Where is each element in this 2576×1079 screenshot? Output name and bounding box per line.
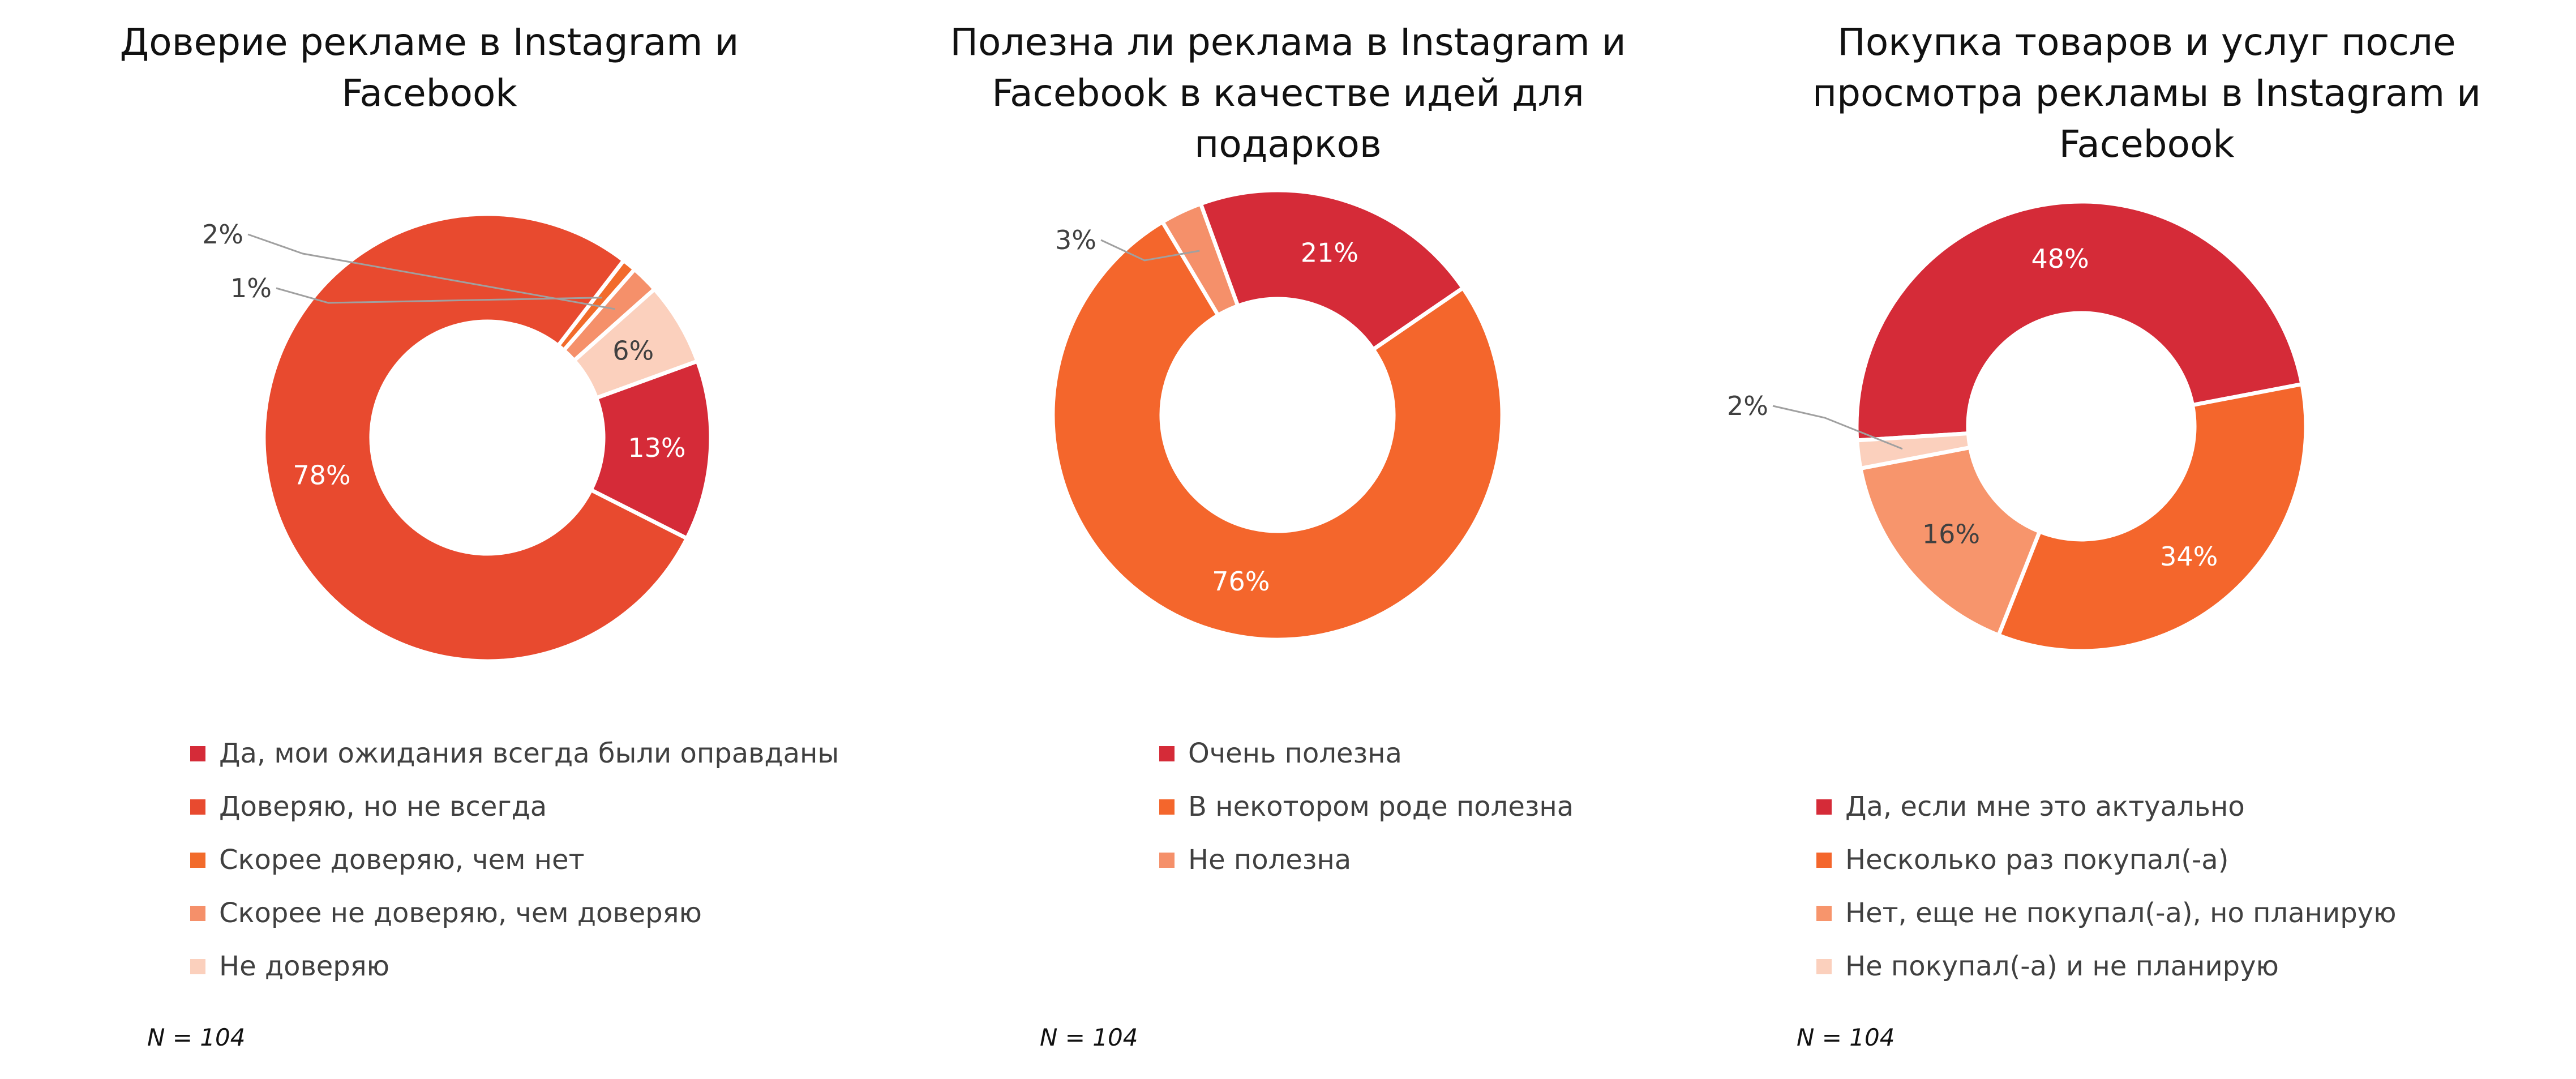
data-label: 2% xyxy=(1727,391,1768,421)
legend-swatch xyxy=(190,799,205,815)
legend-swatch xyxy=(1159,852,1175,868)
donut-slice xyxy=(572,287,700,400)
sample-size-note: N = 104 xyxy=(147,1024,246,1051)
legend-label: Не доверяю xyxy=(219,950,390,982)
chart-title: Покупка товаров и услуг после просмотра … xyxy=(1717,17,2576,170)
donut-slice xyxy=(1854,199,2304,443)
chart-panel-trust: Доверие рекламе в Instagram и Facebook 1… xyxy=(0,0,859,1079)
donut-slice xyxy=(1051,220,1505,642)
chart-title-line: Facebook xyxy=(341,71,517,115)
data-label: 1% xyxy=(230,273,272,303)
chart-legend: Да, мои ожидания всегда были оправданы Д… xyxy=(190,727,839,993)
legend-item: Скорее доверяю, чем нет xyxy=(190,833,839,887)
leader-line xyxy=(247,233,615,310)
donut-slice xyxy=(1858,445,2042,637)
donut-slice xyxy=(1996,382,2308,653)
data-label: 76% xyxy=(1212,566,1270,597)
chart-panel-purchases: Покупка товаров и услуг после просмотра … xyxy=(1717,0,2576,1079)
legend-swatch xyxy=(1816,905,1832,921)
legend-swatch xyxy=(190,958,205,974)
legend-label: Да, мои ожидания всегда были оправданы xyxy=(219,738,839,769)
data-label: 21% xyxy=(1301,237,1358,268)
legend-label: Очень полезна xyxy=(1188,738,1402,769)
donut-slice xyxy=(1198,188,1465,352)
donut-chart: 48% 34% 16% 2% xyxy=(1727,199,2308,653)
chart-title: Доверие рекламе в Instagram и Facebook xyxy=(0,17,859,119)
legend-item: Не полезна xyxy=(1159,833,1574,887)
legend-label: В некотором роде полезна xyxy=(1188,791,1574,823)
legend-swatch xyxy=(1816,852,1832,868)
legend-swatch xyxy=(190,905,205,921)
donut-slice xyxy=(262,212,689,663)
data-label: 3% xyxy=(1055,225,1096,255)
legend-item: Доверяю, но не всегда xyxy=(190,780,839,833)
donut-chart: 21% 76% 3% xyxy=(1051,188,1505,642)
legend-label: Скорее не доверяю, чем доверяю xyxy=(219,897,702,929)
legend-swatch xyxy=(1159,799,1175,815)
data-label: 78% xyxy=(293,460,350,490)
chart-title-line: просмотра рекламы в Instagram и xyxy=(1812,71,2481,115)
legend-label: Скорее доверяю, чем нет xyxy=(219,844,585,876)
legend-item: Не покупал(-а) и не планирую xyxy=(1816,940,2396,993)
legend-label: Нет, еще не покупал(-а), но планирую xyxy=(1845,897,2397,929)
chart-legend: Да, если мне это актуально Несколько раз… xyxy=(1816,780,2396,993)
data-label: 2% xyxy=(202,219,243,250)
donut-chart: 13% 78% 1% 2% 6% xyxy=(202,212,713,663)
chart-title-line: Facebook xyxy=(2059,122,2235,166)
chart-panel-usefulness: Полезна ли реклама в Instagram и Faceboo… xyxy=(859,0,1717,1079)
chart-title-line: Доверие рекламе в Instagram и xyxy=(119,20,739,64)
data-label: 6% xyxy=(612,335,654,366)
sample-size-note: N = 104 xyxy=(1797,1024,1895,1051)
legend-swatch xyxy=(190,852,205,868)
legend-label: Да, если мне это актуально xyxy=(1845,791,2245,823)
legend-swatch xyxy=(1159,746,1175,761)
chart-title-line: подарков xyxy=(1194,122,1382,166)
legend-label: Не покупал(-а) и не планирую xyxy=(1845,950,2279,982)
chart-title-line: Покупка товаров и услуг после xyxy=(1837,20,2456,64)
chart-title-line: Полезна ли реклама в Instagram и xyxy=(950,20,1626,64)
legend-item: Несколько раз покупал(-а) xyxy=(1816,833,2396,887)
donut-slice xyxy=(1160,202,1240,318)
legend-swatch xyxy=(1816,958,1832,974)
chart-title: Полезна ли реклама в Instagram и Faceboo… xyxy=(859,17,1717,170)
legend-item: В некотором роде полезна xyxy=(1159,780,1574,833)
data-label: 13% xyxy=(628,433,685,463)
legend-label: Несколько раз покупал(-а) xyxy=(1845,844,2229,876)
data-label: 16% xyxy=(1922,519,1980,549)
legend-label: Не полезна xyxy=(1188,844,1352,876)
legend-label: Доверяю, но не всегда xyxy=(219,791,547,823)
data-label: 48% xyxy=(2031,243,2089,274)
legend-item: Да, мои ожидания всегда были оправданы xyxy=(190,727,839,780)
data-label: 34% xyxy=(2160,541,2218,572)
legend-item: Да, если мне это актуально xyxy=(1816,780,2396,833)
chart-title-line: Facebook в качестве идей для xyxy=(992,71,1584,115)
legend-item: Скорее не доверяю, чем доверяю xyxy=(190,887,839,940)
leader-line xyxy=(276,287,603,304)
donut-slice xyxy=(589,359,713,541)
legend-item: Нет, еще не покупал(-а), но планирую xyxy=(1816,887,2396,940)
chart-legend: Очень полезна В некотором роде полезна Н… xyxy=(1159,727,1574,887)
sample-size-note: N = 104 xyxy=(1040,1024,1138,1051)
legend-item: Не доверяю xyxy=(190,940,839,993)
legend-swatch xyxy=(1816,799,1832,815)
legend-item: Очень полезна xyxy=(1159,727,1574,780)
leader-line xyxy=(1772,405,1903,450)
leader-line xyxy=(1100,239,1200,262)
legend-swatch xyxy=(190,746,205,761)
